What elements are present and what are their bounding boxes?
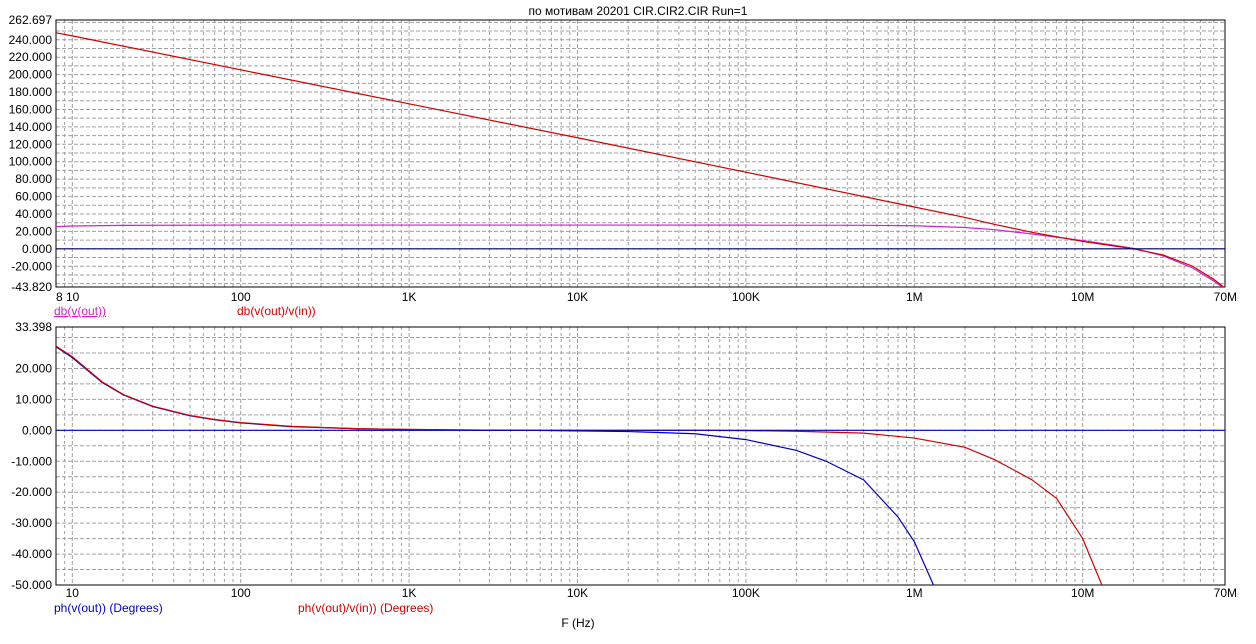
y-tick-label: -10.000 [11, 454, 52, 468]
x-tick-label: 1K [402, 586, 417, 600]
y-tick-label: 262.697 [9, 13, 53, 27]
series-line-db-v-out-v-in- [56, 32, 1225, 287]
y-tick-label: 10.000 [15, 392, 52, 406]
x-tick-label: 1M [906, 290, 923, 304]
x-axis-label: F (Hz) [561, 616, 594, 630]
y-tick-label: 33.398 [15, 320, 52, 334]
x-tick-label: 8 [56, 290, 63, 304]
y-tick-label: 240.000 [9, 33, 53, 47]
x-tick-label: 100 [231, 586, 251, 600]
y-tick-label: 0.000 [22, 242, 52, 256]
y-tick-label: 200.000 [9, 68, 53, 82]
x-tick-label: 10M [1071, 586, 1094, 600]
phase-plot: 33.398 20.000 10.000 0.000 -10.000 -20.000 -30… [11, 320, 1237, 615]
legend-entry: ph(v(out)/v(in)) (Degrees) [298, 601, 433, 615]
y-tick-label: 180.000 [9, 85, 53, 99]
y-tick-label: -50.000 [11, 578, 52, 592]
x-tick-label: 100K [732, 290, 760, 304]
y-tick-label: 220.000 [9, 50, 53, 64]
x-tick-label: 70M [1214, 586, 1237, 600]
magnitude-plot: 262.697 240.000 220.000 200.000 180.000 160.0… [9, 13, 1237, 318]
legend-entry: ph(v(out)) (Degrees) [54, 601, 163, 615]
y-tick-label: 80.000 [15, 172, 52, 186]
x-tick-label: 100K [732, 586, 760, 600]
y-tick-label: 100.000 [9, 155, 53, 169]
legend-entry: db(v(out)/v(in)) [237, 304, 316, 318]
y-tick-label: -30.000 [11, 516, 52, 530]
y-tick-label: 140.000 [9, 120, 53, 134]
x-tick-label: 10K [567, 586, 588, 600]
x-tick-label: 100 [231, 290, 251, 304]
chart-title: по мотивам 20201 CIR.CIR2.CIR Run=1 [529, 4, 748, 18]
y-tick-label: -20.000 [11, 259, 52, 273]
x-tick-label: 10K [567, 290, 588, 304]
x-tick-label: 10 [66, 290, 80, 304]
plot-frame [55, 326, 1226, 586]
x-tick-label: 10M [1071, 290, 1094, 304]
legend-entry: db(v(out)) [54, 304, 106, 318]
y-tick-label: 0.000 [22, 423, 52, 437]
y-tick-label: 20.000 [15, 224, 52, 238]
y-tick-label: 20.000 [15, 361, 52, 375]
y-tick-label: 120.000 [9, 137, 53, 151]
series-line-db-v-out- [56, 224, 1224, 287]
y-tick-label: 40.000 [15, 207, 52, 221]
y-tick-label: 60.000 [15, 190, 52, 204]
x-tick-label: 10 [66, 586, 80, 600]
x-tick-label: 70M [1214, 290, 1237, 304]
y-tick-label: -40.000 [11, 547, 52, 561]
y-tick-label: -43.820 [11, 280, 52, 294]
x-tick-label: 1M [906, 586, 923, 600]
plot-frame [55, 19, 1226, 288]
y-tick-label: -20.000 [11, 485, 52, 499]
series-line-ph-v-out-v-in-degrees- [56, 345, 1103, 585]
y-tick-label: 160.000 [9, 102, 53, 116]
series-line-ph-v-out-degrees- [56, 346, 935, 585]
x-tick-label: 1K [402, 290, 417, 304]
